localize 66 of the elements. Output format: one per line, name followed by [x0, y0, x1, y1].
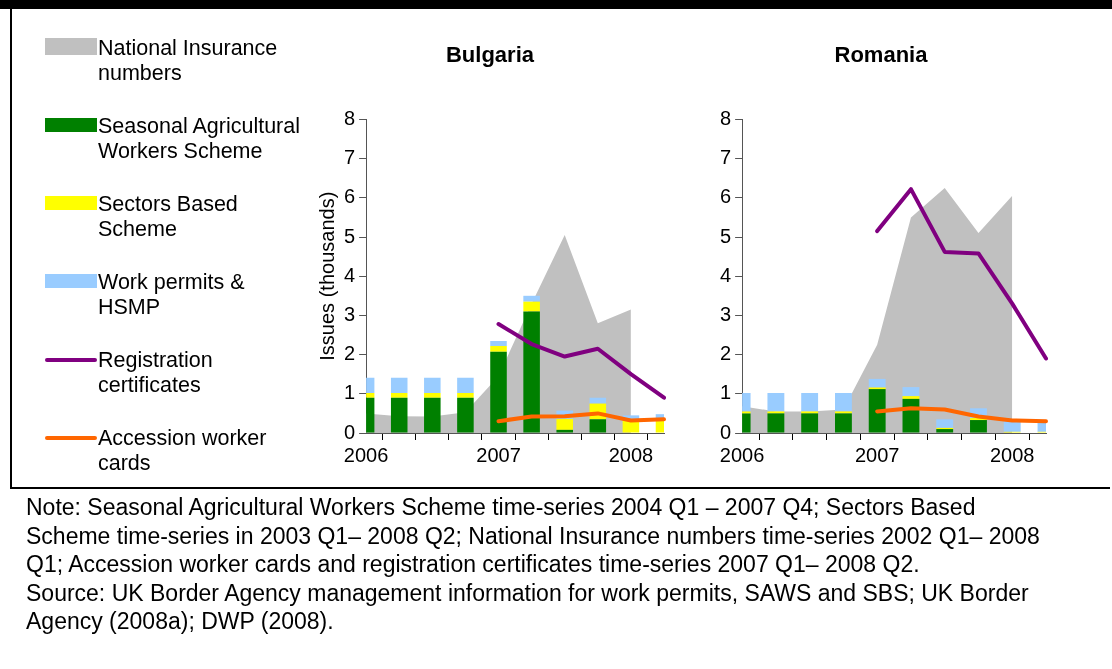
y-tick-label: 4 [344, 263, 356, 286]
y-tick-label: 0 [720, 420, 732, 443]
legend-label: Seasonal Agricultural Workers Scheme [98, 114, 300, 164]
chart-title: Bulgaria [445, 42, 535, 68]
bar [556, 429, 573, 433]
legend-label: Registration certificates [98, 348, 214, 398]
x-tick-label: 2008 [608, 443, 654, 466]
bar [523, 301, 540, 312]
bar [801, 413, 819, 433]
bar [556, 418, 573, 430]
y-tick-label: 7 [344, 146, 356, 169]
bar [457, 393, 474, 398]
bar [490, 345, 507, 352]
y-tick-label: 8 [720, 106, 732, 129]
bar [834, 393, 852, 412]
bar [523, 295, 540, 302]
y-tick-label: 3 [720, 302, 732, 325]
legend-label: National Insurance numbers [98, 36, 279, 86]
y-tick-label: 5 [720, 224, 732, 247]
text: Note: Seasonal Agricultural Workers Scheme time-series 2004 Q1 – 2007 Q4; Sectors Based Scheme time-series in 2003 Q1– 2008 Q2; National Insurance numbers time-series 2002 Q1– 2008 Q1; Accession worker cards and registration certificates time-series 2007 Q1– 2008 Q2. [26, 493, 1041, 579]
x-tick-label: 2006 [343, 443, 389, 466]
bar [767, 413, 785, 433]
bar [767, 393, 785, 412]
y-tick-label: 2 [720, 342, 732, 365]
x-tick-label: 2006 [719, 443, 765, 466]
bar [801, 393, 819, 412]
bar [902, 396, 920, 399]
y-axis-title: Issues (thousands) [315, 191, 338, 361]
x-tick-label: 2007 [476, 443, 521, 466]
source-note: Source: UK Border Agency management information for work permits, SAWS and SBS; UK Border Agency (2008a); DWP (2008). [26, 578, 1030, 636]
bar [390, 393, 408, 398]
bar [902, 387, 920, 397]
y-tick-label: 5 [344, 224, 356, 247]
y-tick-label: 7 [720, 146, 732, 169]
x-tick-label: 2008 [989, 443, 1035, 466]
y-tick-label: 0 [344, 420, 356, 443]
bar [457, 377, 474, 394]
bar [589, 397, 607, 404]
bar [523, 311, 540, 433]
y-tick-label: 1 [720, 381, 732, 404]
y-tick-label: 3 [344, 302, 356, 325]
y-tick-label: 4 [720, 263, 732, 286]
bar [868, 389, 886, 433]
y-tick-label: 6 [344, 185, 356, 208]
x-tick-label: 2007 [854, 443, 900, 466]
bar [490, 340, 507, 346]
bar [424, 397, 441, 433]
bar [424, 393, 441, 398]
legend-label: Sectors Based Scheme [98, 192, 239, 242]
bar [457, 397, 474, 433]
bar [936, 419, 954, 428]
bar [424, 377, 441, 394]
y-tick-label: 6 [720, 185, 732, 208]
bar [490, 351, 507, 433]
legend-label: Accession worker cards [98, 426, 268, 476]
y-tick-label: 1 [344, 381, 356, 404]
y-tick-label: 8 [344, 106, 356, 129]
bar [390, 397, 408, 433]
y-tick-label: 2 [344, 342, 356, 365]
bar [970, 420, 987, 433]
bar [589, 419, 607, 433]
bar [868, 378, 886, 388]
legend-label: Work permits & HSMP [98, 270, 246, 320]
bar [390, 377, 408, 394]
bar [834, 413, 852, 433]
chart-title: Romania [834, 42, 929, 68]
